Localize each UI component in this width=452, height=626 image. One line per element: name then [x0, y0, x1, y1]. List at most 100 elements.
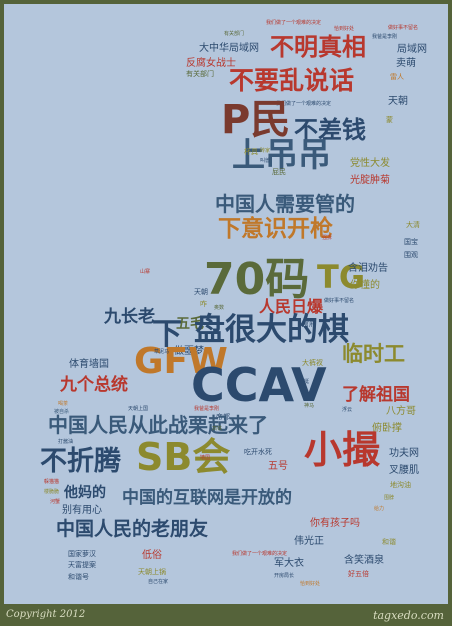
word: 天朝上国: [128, 406, 149, 412]
word: 中国人民从此战栗起来了: [48, 413, 268, 437]
word: 中国的互联网是开放的: [122, 488, 292, 508]
word: 他妈的: [64, 485, 106, 501]
footer: Copyright 2012 tagxedo.com: [0, 606, 452, 626]
word: 不要乱说话: [229, 66, 355, 95]
word: 盘很大的棋: [194, 312, 349, 348]
word: 我们做了一个艰难的决定: [232, 551, 288, 557]
word: 我爸是李刚: [194, 406, 220, 412]
word: 浮云: [342, 407, 353, 413]
word: 不折腾: [40, 446, 121, 477]
word: 官府: [302, 320, 316, 328]
word: 我们做了一个艰难的决定: [266, 20, 322, 26]
word: 叉腰肌: [389, 465, 419, 476]
word: 恰到好处: [300, 581, 321, 587]
word: 打酱油: [58, 439, 74, 445]
word: GFW: [134, 341, 228, 382]
word: 蒙: [386, 116, 393, 124]
word: 八方哥: [386, 406, 416, 417]
word: 九长老: [104, 307, 155, 327]
word: 自己在家: [148, 579, 169, 585]
word: 奥数: [214, 305, 225, 311]
word: 楼脆脆: [44, 489, 60, 495]
word: 有关部门: [186, 70, 214, 78]
word: CCAV: [191, 358, 327, 412]
word: 我爸是李刚: [372, 34, 398, 40]
word: 咋: [200, 300, 207, 308]
word: 恰到好处: [334, 26, 355, 32]
word: 给力: [374, 506, 385, 512]
word: 临时工: [342, 342, 405, 366]
word: 叫兽: [260, 158, 271, 164]
word: 墙国: [200, 455, 211, 461]
word: 地沟油: [390, 481, 411, 489]
word: 军大衣: [274, 558, 304, 569]
word: 杯具: [244, 148, 258, 156]
word: 做好事不留名: [388, 25, 419, 31]
word: 党性大发: [350, 158, 390, 169]
word: 卖萌: [396, 58, 416, 69]
word: 雷人: [390, 73, 404, 81]
word: 喝茶: [58, 401, 69, 407]
word: SB会: [136, 435, 231, 479]
word: 人民日爆: [259, 297, 324, 316]
word: 吃开水死: [244, 448, 272, 456]
word: 70码: [204, 254, 310, 305]
word: 九个总统: [60, 375, 128, 395]
word: 草泥马: [154, 349, 170, 355]
word: 下意识开枪: [218, 216, 333, 242]
word: 含泪劝告: [348, 263, 388, 274]
brand-link[interactable]: tagxedo.com: [373, 609, 444, 622]
word: 了解祖国: [342, 385, 410, 405]
word: 大裤衩: [302, 359, 323, 367]
word: 大中华局域网: [199, 43, 259, 54]
word: 和谐号: [68, 573, 89, 581]
word: 帝都: [216, 413, 230, 421]
word: 挺: [304, 379, 310, 385]
word: 和谐: [382, 538, 396, 546]
word: 躲猫猫: [44, 479, 60, 485]
word: 小撮: [304, 428, 381, 472]
word: 我们做了一个艰难的决定: [276, 101, 332, 107]
word: 低俗: [142, 550, 162, 561]
word: 被自杀: [54, 409, 70, 415]
word: 开房局长: [274, 573, 295, 579]
word: 国家萝汉: [68, 550, 96, 558]
word: 你有孩子吗: [310, 518, 360, 529]
word: 反腐女战士: [186, 58, 236, 69]
word: 不明真相: [270, 33, 366, 61]
word: 上吊吊: [232, 135, 331, 174]
word: 别有用心: [62, 505, 102, 516]
word: 强拆: [322, 235, 333, 241]
word: 光腚肿菊: [350, 175, 390, 186]
word: 中国人民的老朋友: [56, 518, 209, 540]
word: 山寨: [140, 269, 151, 275]
word: 体育墙国: [69, 359, 109, 370]
word: 高铁: [212, 426, 223, 432]
word: 天朝上锅: [138, 568, 166, 576]
word: 围观: [404, 251, 418, 259]
word: 河蟹: [50, 499, 61, 505]
word: 天朝: [194, 288, 208, 296]
word: 好五倍: [348, 570, 369, 578]
word: 下: [152, 317, 182, 352]
word: 五毛: [176, 316, 204, 332]
word: 含笑酒泉: [344, 555, 384, 566]
word: 天富提案: [68, 561, 96, 569]
word: 中国人需要管的: [215, 192, 355, 216]
word-cloud: 我们做了一个艰难的决定 恰到好处 做好事不留名 我爸是李刚 有关部门 大中华局域…: [4, 4, 448, 604]
word: 大清: [406, 221, 420, 229]
word: 做好事不留名: [324, 298, 355, 304]
word: 国宝: [404, 238, 418, 246]
word: 五号: [268, 461, 288, 472]
word: P民: [221, 97, 291, 143]
word: 俯卧撑: [372, 423, 402, 434]
word: 你懂的: [350, 280, 380, 291]
word: TG: [317, 258, 366, 296]
word: 有关部门: [224, 31, 245, 37]
word: 神马: [304, 403, 315, 409]
word: 不差钱: [294, 116, 366, 144]
word: 功夫网: [389, 448, 419, 459]
word: 局域网: [397, 44, 427, 55]
word: 围脖: [384, 495, 395, 501]
